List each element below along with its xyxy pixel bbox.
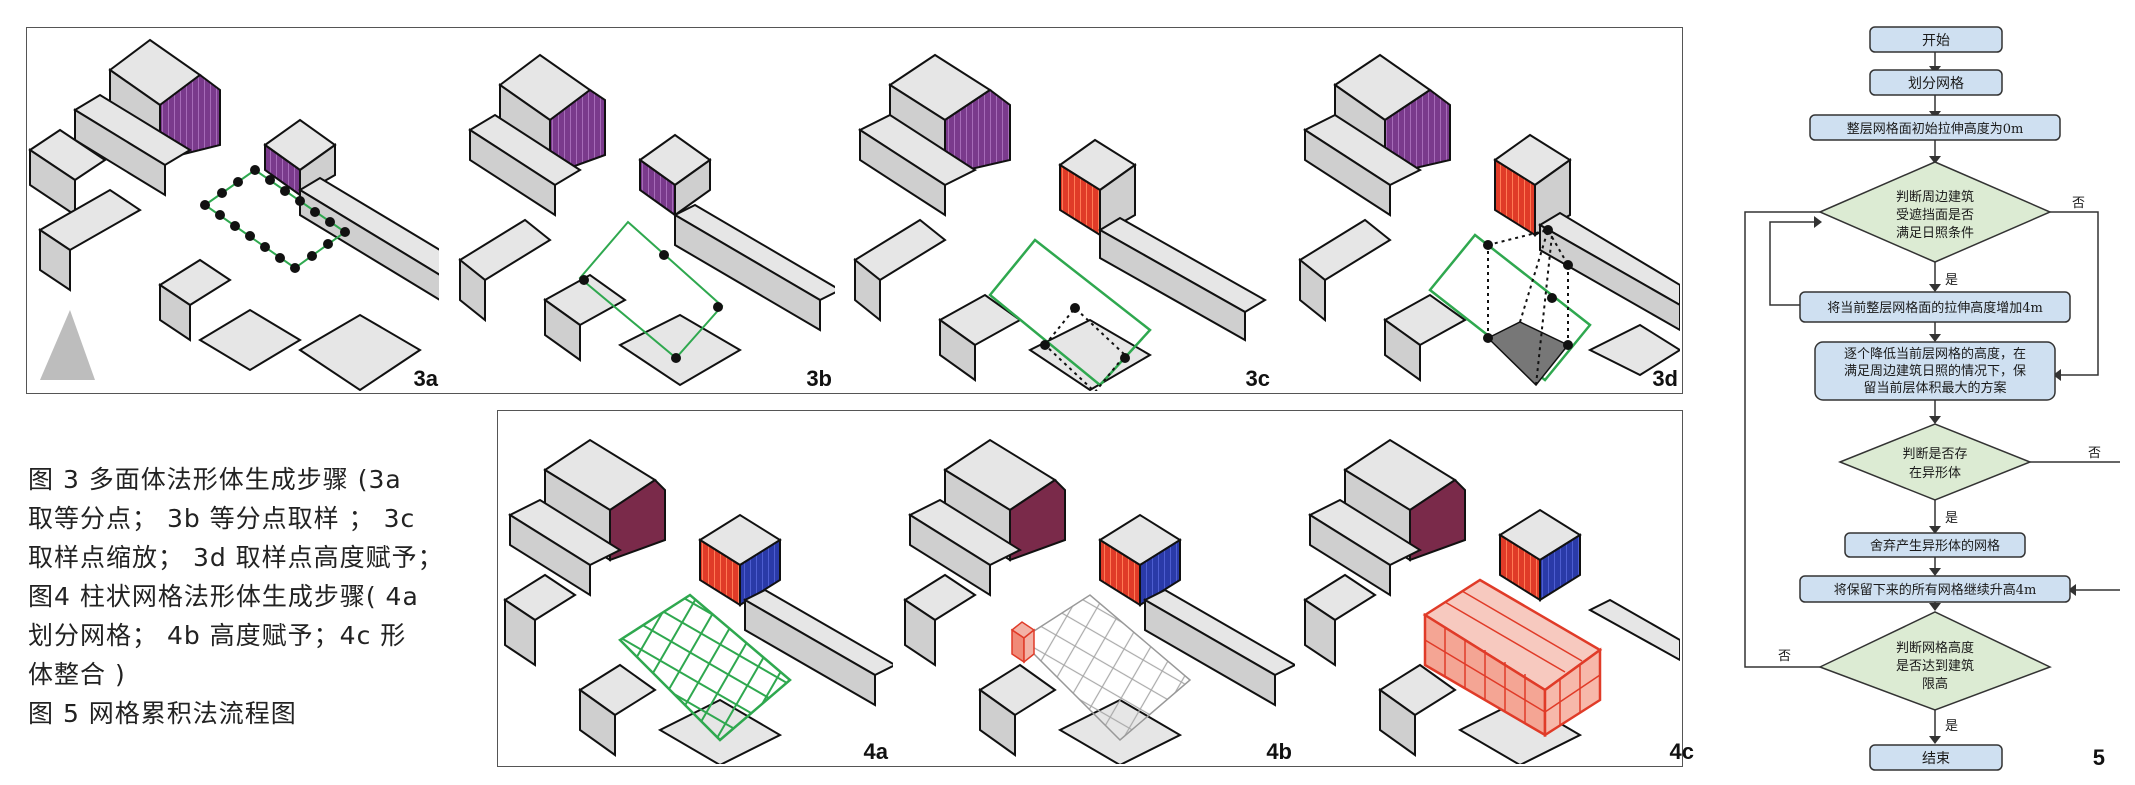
fc-no-2: 否 [2088,446,2101,461]
panel-3a-drawing: 3a [28,38,439,391]
figure-5-number: 5 [2093,745,2105,770]
fc-yes-1: 是 [1945,273,1958,288]
fc-judge3-line3: 限高 [1922,676,1948,692]
fc-raise: 将保留下来的所有网格继续升高4m [1834,582,2037,598]
fc-increase: 将当前整层网格面的拉伸高度增加4m [1827,300,2043,316]
fc-end: 结束 [1922,751,1950,767]
fc-no-1: 否 [2072,196,2085,211]
panel-3d-label: 3d [1652,366,1678,391]
panel-4c-drawing: 4c [1303,438,1694,764]
caption-line-6: 体整合 ) [28,660,126,689]
fc-judge2-line2: 在异形体 [1909,466,1961,481]
panel-3c-drawing: 3c [853,53,1270,391]
fc-reduce-line2: 满足周边建筑日照的情况下，保 [1844,363,2026,379]
caption-line-3: 取样点缩放； 3d 取样点高度赋予； [28,543,444,572]
fc-yes-3: 是 [1945,719,1958,734]
panel-3b-label: 3b [806,366,832,391]
caption-line-2: 取等分点； 3b 等分点取样 ； 3c [28,504,416,533]
fc-reduce-line1: 逐个降低当前层网格的高度，在 [1844,346,2026,362]
fc-start: 开始 [1922,33,1950,49]
panel-3a-label: 3a [414,366,439,391]
fc-judge3-line1: 判断网格高度 [1896,640,1974,656]
panel-3c-label: 3c [1246,366,1270,391]
caption-line-4: 图4 柱状网格法形体生成步骤( 4a [28,582,419,611]
fc-discard: 舍弃产生异形体的网格 [1870,538,2000,554]
panel-4b-drawing: 4b [903,438,1295,764]
fc-judge1-line1: 判断周边建筑 [1896,189,1974,205]
panel-4b-label: 4b [1266,739,1292,764]
fc-no-3: 否 [1778,649,1791,664]
fc-yes-2: 是 [1945,511,1958,526]
panel-3b-drawing: 3b [458,53,835,391]
fc-reduce-line3: 留当前层体积最大的方案 [1863,380,2006,396]
fc-judge1-line2: 受遮挡面是否 [1896,207,1974,223]
figure-caption: 图 3 多面体法形体生成步骤 (3a 取等分点； 3b 等分点取样 ； 3c 取… [28,460,448,733]
fc-judge1-line3: 满足日照条件 [1896,225,1974,241]
fc-judge3-line2: 是否达到建筑 [1896,658,1974,674]
panel-4a-label: 4a [864,739,889,764]
panel-4a-drawing: 4a [503,438,893,764]
caption-line-1: 图 3 多面体法形体生成步骤 (3a [28,465,402,494]
fc-divide-grid: 划分网格 [1908,76,1964,92]
panel-3d-drawing: 3d [1298,53,1680,391]
caption-line-7: 图 5 网格累积法流程图 [28,699,297,728]
flowchart: 开始 划分网格 整层网格面初始拉伸高度为0m 判断周边建筑 受遮挡面是否 满足日… [1744,26,2120,771]
panel-4c-label: 4c [1670,739,1694,764]
caption-line-5: 划分网格； 4b 高度赋予；4c 形 [28,621,407,650]
fc-judge2-line1: 判断是否存 [1902,447,1967,462]
fc-init: 整层网格面初始拉伸高度为0m [1847,121,2024,137]
